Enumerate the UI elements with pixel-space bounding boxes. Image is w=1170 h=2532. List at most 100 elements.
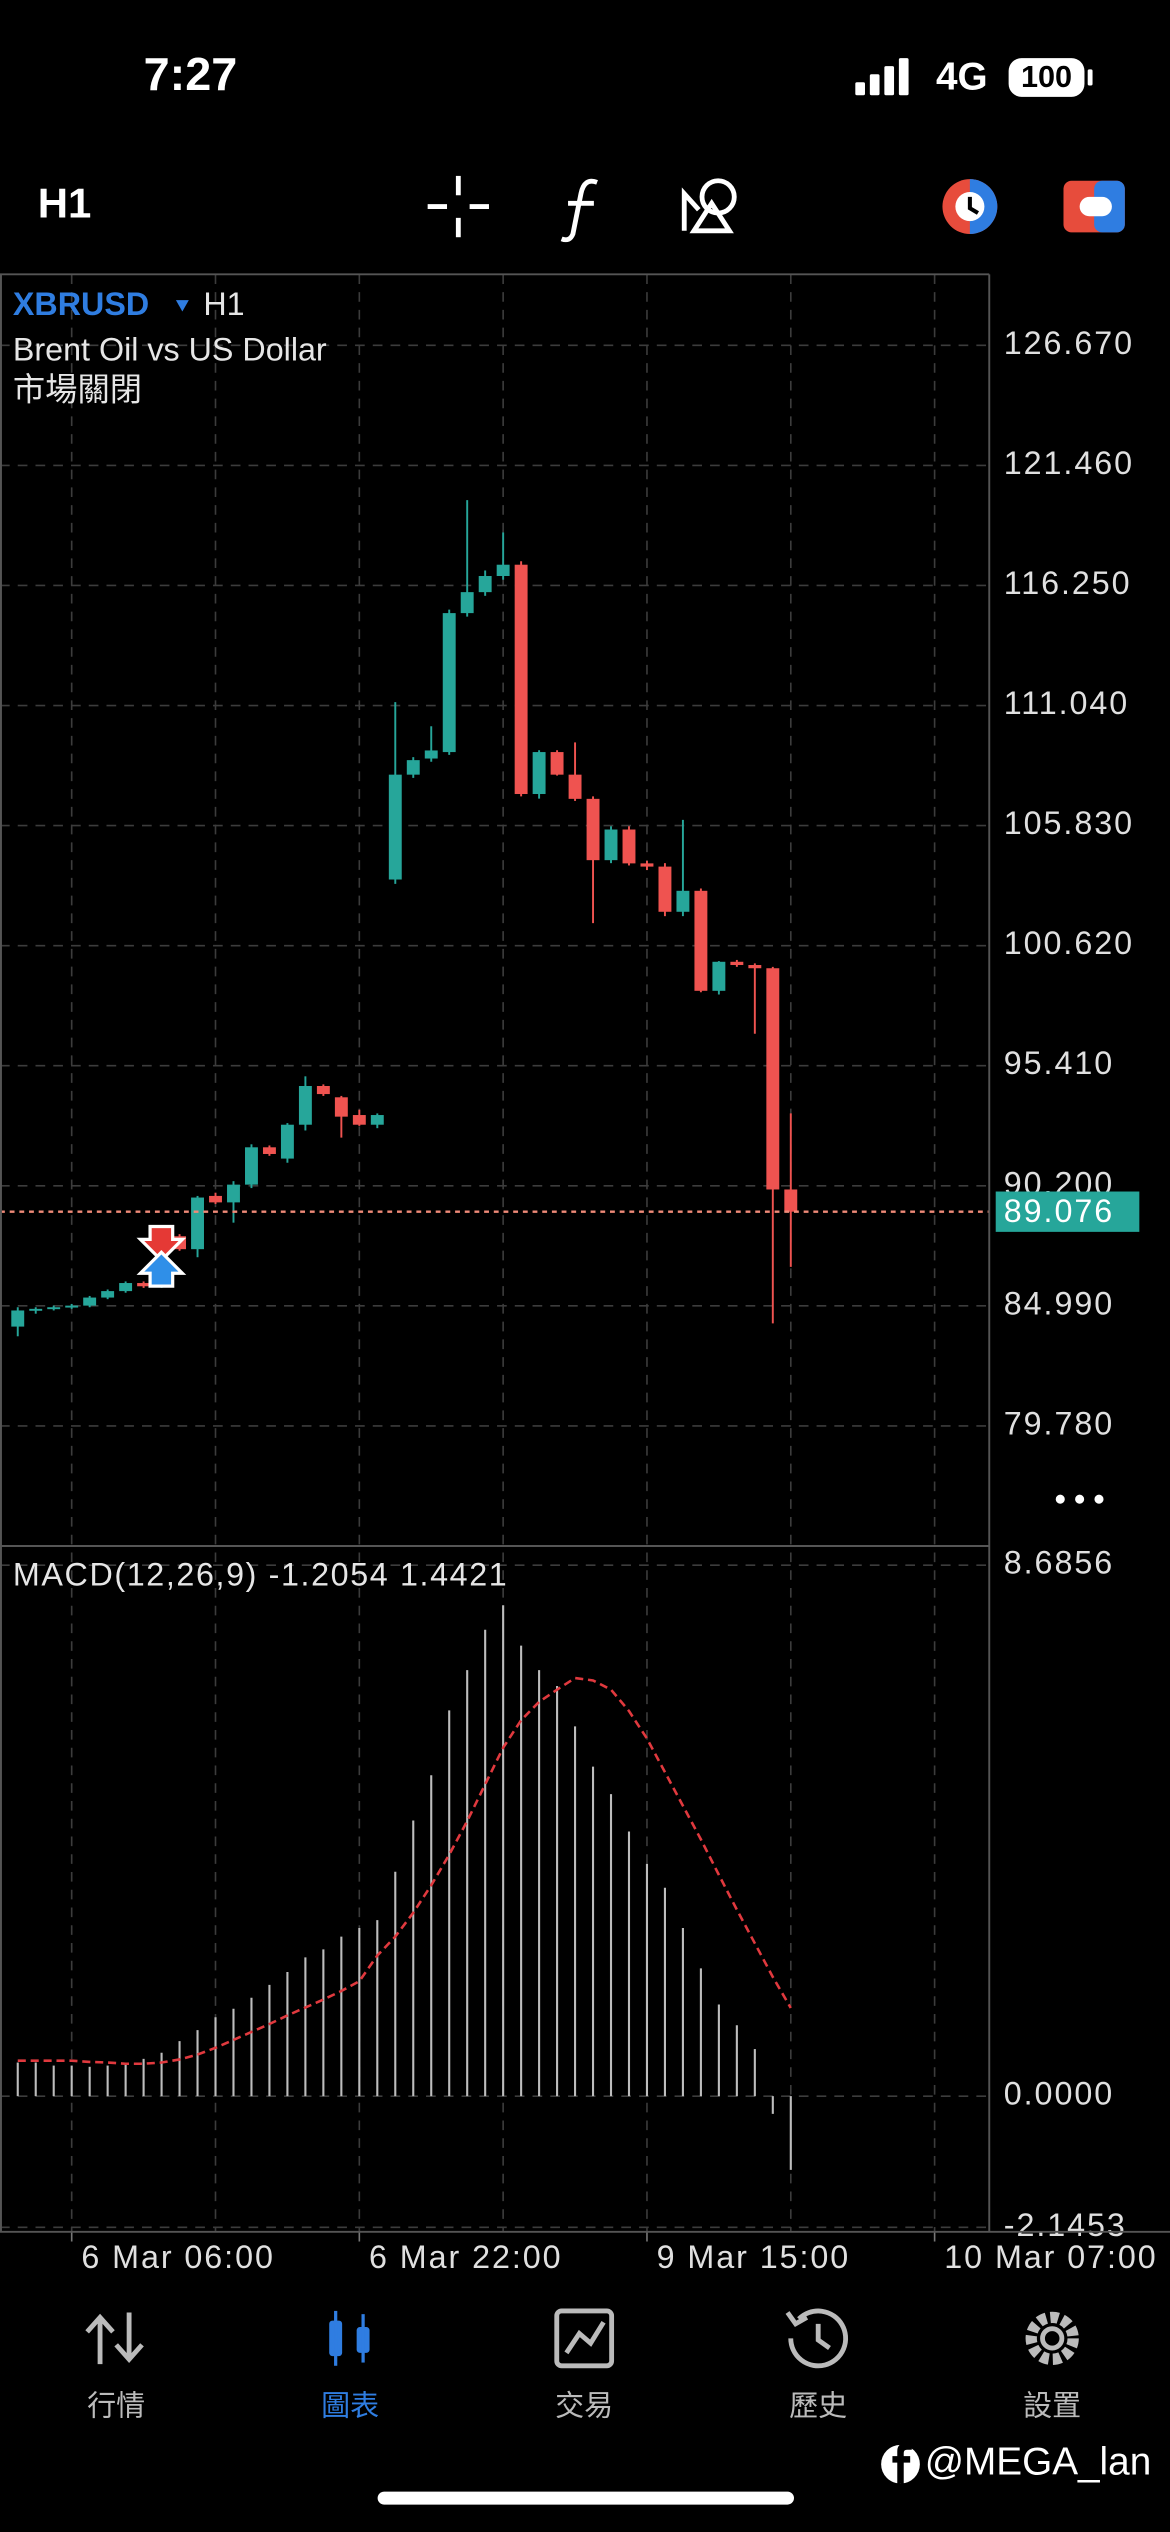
market-status: 市場關閉: [13, 372, 142, 408]
candle-body: [334, 1097, 348, 1117]
candle-body: [65, 1305, 79, 1308]
chart-icon[interactable]: [329, 2310, 370, 2366]
macd-tick-label: -2.1453: [1004, 2207, 1127, 2243]
account-button[interactable]: [942, 179, 998, 234]
candle-body: [101, 1291, 115, 1298]
candle-body: [29, 1308, 43, 1311]
current-price-box: [995, 1191, 1140, 1232]
y-tick-label: 95.410: [1004, 1045, 1114, 1081]
y-tick-label: 116.250: [1004, 565, 1132, 601]
timeframe-button[interactable]: H1: [38, 180, 92, 227]
macd-value: -1.2054: [269, 1556, 390, 1592]
candle-body: [47, 1307, 61, 1310]
candle-body: [137, 1283, 151, 1287]
macd-tick-label: 8.6856: [1004, 1545, 1114, 1581]
symbol-dropdown[interactable]: [175, 300, 189, 312]
candle-body: [83, 1297, 97, 1306]
candle-body: [694, 890, 708, 991]
candle-body: [640, 863, 654, 867]
y-tick-label: 111.040: [1004, 685, 1129, 721]
x-tick-label: 6 Mar 22:00: [369, 2239, 563, 2275]
candle-body: [622, 829, 636, 864]
candle-body: [245, 1147, 258, 1185]
candle-body: [209, 1195, 222, 1203]
history-icon[interactable]: [785, 2308, 849, 2369]
objects-button[interactable]: [681, 178, 737, 234]
y-tick-label: 105.830: [1004, 805, 1134, 841]
clock: 7:27: [144, 48, 238, 100]
network: 4G: [936, 55, 988, 98]
candle-body: [388, 774, 402, 880]
macd-tick-label: 0.0000: [1004, 2076, 1114, 2112]
nav-quotes[interactable]: 行情: [87, 2389, 145, 2422]
candle-body: [460, 592, 474, 614]
settings-icon[interactable]: [1025, 2311, 1079, 2365]
quotes-icon[interactable]: [85, 2312, 144, 2365]
indicator-button[interactable]: [560, 178, 598, 243]
candle-body: [262, 1147, 276, 1154]
current-price-label: 89.076: [1004, 1193, 1114, 1229]
nav-chart[interactable]: 圖表: [321, 2389, 379, 2422]
candle-body: [191, 1197, 204, 1250]
candle-body: [478, 576, 492, 593]
candle-body: [119, 1283, 133, 1292]
candle-body: [712, 961, 726, 991]
battery-nub: [1087, 69, 1093, 86]
candle-body: [748, 965, 762, 969]
candle-body: [370, 1115, 384, 1125]
y-tick-label: 79.780: [1004, 1405, 1114, 1441]
x-tick-label: 10 Mar 07:00: [944, 2239, 1157, 2275]
y-tick-label: 100.620: [1004, 925, 1134, 961]
battery: [1008, 58, 1085, 97]
y-tick-label: 126.670: [1004, 325, 1134, 361]
candle-body: [604, 829, 618, 861]
y-tick-label: 84.990: [1004, 1285, 1114, 1321]
signal-icon: [855, 58, 909, 96]
macd-name: MACD(12,26,9): [13, 1556, 258, 1592]
candle-body: [280, 1124, 294, 1159]
plot-area: 6 Mar 06:00 6 Mar 22:00 9 Mar 15:00 10 Mar …: [0, 274, 1157, 2275]
nav-history[interactable]: 歷史: [789, 2389, 847, 2422]
candle-body: [676, 890, 690, 912]
candle-body: [11, 1310, 25, 1327]
symbol[interactable]: XBRUSD: [13, 286, 149, 322]
home-indicator: [377, 2491, 794, 2505]
crosshair-button[interactable]: [427, 175, 489, 238]
watermark: @MEGA_lan: [925, 2440, 1152, 2483]
x-tick-label: 9 Mar 15:00: [657, 2239, 851, 2275]
candle-body: [730, 961, 744, 966]
trade-button[interactable]: [1063, 180, 1125, 233]
candle-body: [514, 564, 528, 795]
chart-timeframe: H1: [203, 286, 244, 322]
candle-body: [658, 866, 672, 912]
candle-body: [766, 968, 780, 1190]
nav-trade[interactable]: 交易: [555, 2389, 613, 2422]
trade-icon[interactable]: [554, 2308, 615, 2369]
battery-level: 100: [1021, 60, 1072, 94]
candle-body: [227, 1184, 240, 1203]
candle-body: [496, 564, 510, 577]
macd-signal-line: [17, 1676, 792, 2066]
candle-body: [352, 1115, 366, 1125]
candle-body: [586, 798, 600, 861]
facebook-f: [892, 2443, 912, 2484]
candle-body: [550, 752, 564, 775]
trade-arrows: [136, 1224, 187, 1288]
macd-signal: 1.4421: [400, 1556, 508, 1592]
x-tick-label: 6 Mar 06:00: [81, 2239, 275, 2275]
nav-settings[interactable]: 設置: [1023, 2389, 1081, 2422]
candle-body: [442, 613, 456, 753]
description: Brent Oil vs US Dollar: [13, 331, 327, 367]
candle-body: [532, 752, 546, 795]
candle-body: [568, 774, 582, 799]
candle-body: [316, 1086, 330, 1095]
candle-body: [298, 1086, 312, 1125]
candle-body: [424, 750, 438, 759]
more-button[interactable]: [1055, 1494, 1104, 1504]
y-tick-label: 121.460: [1004, 445, 1134, 481]
candle-body: [406, 760, 420, 775]
